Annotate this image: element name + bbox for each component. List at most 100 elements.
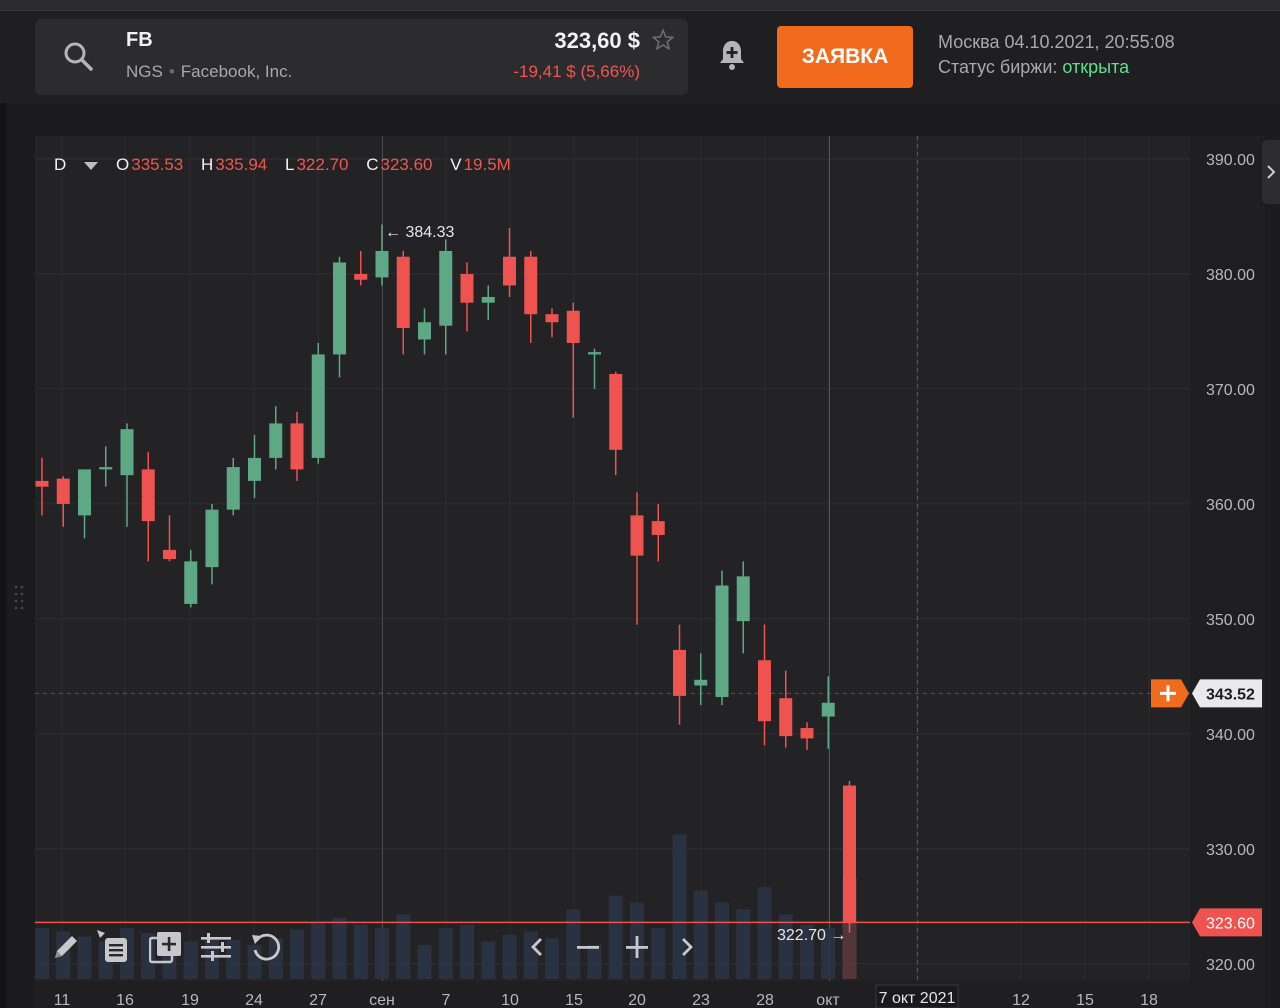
order-button[interactable]: ЗАЯВКА — [777, 26, 913, 88]
price-chart[interactable]: 390.00 380.00 370.00 360.00 350.00 340.00 330.… — [35, 136, 1265, 1008]
candle-body — [609, 373, 623, 450]
favorite-star-icon[interactable] — [651, 28, 675, 52]
candle-body — [354, 273, 368, 280]
pencil-icon[interactable] — [49, 930, 83, 964]
candle-body — [800, 728, 814, 739]
y-tick-label: 390.00 — [1206, 152, 1255, 169]
volume-bar — [736, 909, 751, 979]
ticker-symbol: FB — [126, 29, 153, 51]
candle-body — [78, 469, 91, 516]
candle-body — [545, 314, 559, 323]
city-datetime: Москва 04.10.2021, 20:55:08 — [938, 32, 1175, 52]
volume-label: V — [450, 155, 462, 174]
zoom-in-plus-icon[interactable] — [620, 930, 654, 964]
y-tick-label: 320.00 — [1206, 957, 1255, 974]
plot-background — [35, 136, 1190, 981]
candle-body — [694, 679, 708, 686]
volume-bar — [417, 945, 432, 979]
max-price-annotation: ← 384.33 — [385, 224, 454, 241]
x-tick-label: 24 — [245, 992, 263, 1008]
volume-value: 19.5M — [463, 155, 511, 174]
drag-handle-icon[interactable] — [14, 584, 24, 612]
volume-bar — [77, 936, 92, 979]
candle-body — [566, 310, 580, 343]
candle-body — [163, 549, 176, 560]
last-price-tag-shape — [1192, 908, 1262, 937]
open-value: 335.53 — [131, 155, 184, 174]
candle-body — [673, 649, 686, 696]
candle-body — [821, 702, 835, 717]
volume-bar — [545, 938, 559, 979]
reset-rotate-icon[interactable] — [249, 930, 283, 964]
volume-bar — [757, 887, 772, 979]
interval-label[interactable]: D — [54, 155, 67, 174]
add-alert-plus-icon[interactable] — [1151, 679, 1189, 708]
price-change: -19,41 $ (5,66%) — [513, 62, 640, 81]
exchange-status: Статус биржи: открыта — [938, 57, 1129, 78]
candle-body — [524, 256, 538, 315]
y-tick-label: 360.00 — [1206, 497, 1255, 514]
company-name: Facebook, Inc. — [180, 62, 293, 81]
left-panel-edge — [0, 103, 6, 1008]
volume-bar — [438, 928, 453, 979]
right-panel-toggle[interactable] — [1262, 140, 1280, 204]
candle-body — [120, 429, 134, 476]
add-indicator-icon[interactable] — [149, 930, 183, 964]
exchange-company: NGS • Facebook, Inc. — [126, 62, 292, 82]
candle-body — [651, 521, 665, 535]
candle-body — [184, 561, 198, 604]
candle-body — [99, 467, 113, 470]
crosshair-date-box — [875, 984, 959, 1008]
chevron-left-icon[interactable] — [521, 930, 555, 964]
interval-dropdown-icon[interactable] — [84, 161, 99, 170]
candle-body — [269, 423, 283, 458]
volume-bar — [183, 941, 198, 979]
x-tick-label: 7 — [442, 992, 451, 1008]
candle-body — [736, 576, 750, 622]
last-price-tag: 323.60 — [1192, 908, 1262, 937]
exchange-status-label: Статус биржи: — [938, 57, 1058, 77]
notes-list-icon[interactable] — [97, 930, 131, 964]
price-tag-shape — [1192, 679, 1262, 708]
x-tick-label: окт — [816, 992, 840, 1008]
volume-bar — [35, 928, 49, 979]
instrument-search[interactable]: FB NGS • Facebook, Inc. 323,60 $ -19,41 $ … — [35, 19, 688, 95]
separator-dot: • — [168, 62, 175, 81]
exchange-status-value: открыта — [1062, 57, 1130, 77]
x-tick-label: 15 — [1076, 992, 1094, 1008]
volume-bar — [778, 914, 793, 979]
candle-body — [460, 273, 474, 303]
x-tick-label: сен — [369, 992, 395, 1008]
plus-v — [1166, 685, 1170, 702]
current-price: 323,60 $ — [554, 28, 640, 53]
chevron-right-icon — [1267, 165, 1276, 179]
volume-bar — [502, 934, 517, 979]
search-icon[interactable] — [61, 39, 97, 75]
zoom-out-minus-icon[interactable] — [571, 930, 605, 964]
chevron-right-icon[interactable] — [670, 930, 704, 964]
volume-bar — [332, 917, 347, 979]
candle-body — [56, 478, 70, 504]
candle-body — [311, 354, 325, 458]
volume-bar — [311, 922, 326, 979]
candle-body — [333, 262, 346, 355]
alert-bell-icon[interactable] — [716, 38, 748, 72]
volume-bar — [672, 834, 687, 979]
open-label: O — [116, 155, 130, 174]
volume-bar — [481, 941, 496, 979]
close-label: C — [366, 155, 379, 174]
low-value: 322.70 — [296, 155, 349, 174]
x-tick-label: 27 — [309, 992, 327, 1008]
candle-body — [843, 785, 856, 923]
candle-body — [779, 698, 793, 737]
volume-bar — [566, 909, 581, 979]
crosshair-date-label: 7 окт 2021 — [879, 990, 956, 1007]
volume-bar — [396, 914, 411, 979]
settings-sliders-icon[interactable] — [199, 930, 233, 964]
min-price-annotation: 322.70 → — [777, 927, 846, 944]
candle-body — [715, 585, 729, 698]
candle-body — [205, 509, 219, 568]
time-axis-background — [35, 981, 1190, 1008]
close-value: 323.60 — [380, 155, 433, 174]
volume-bar — [821, 928, 836, 979]
